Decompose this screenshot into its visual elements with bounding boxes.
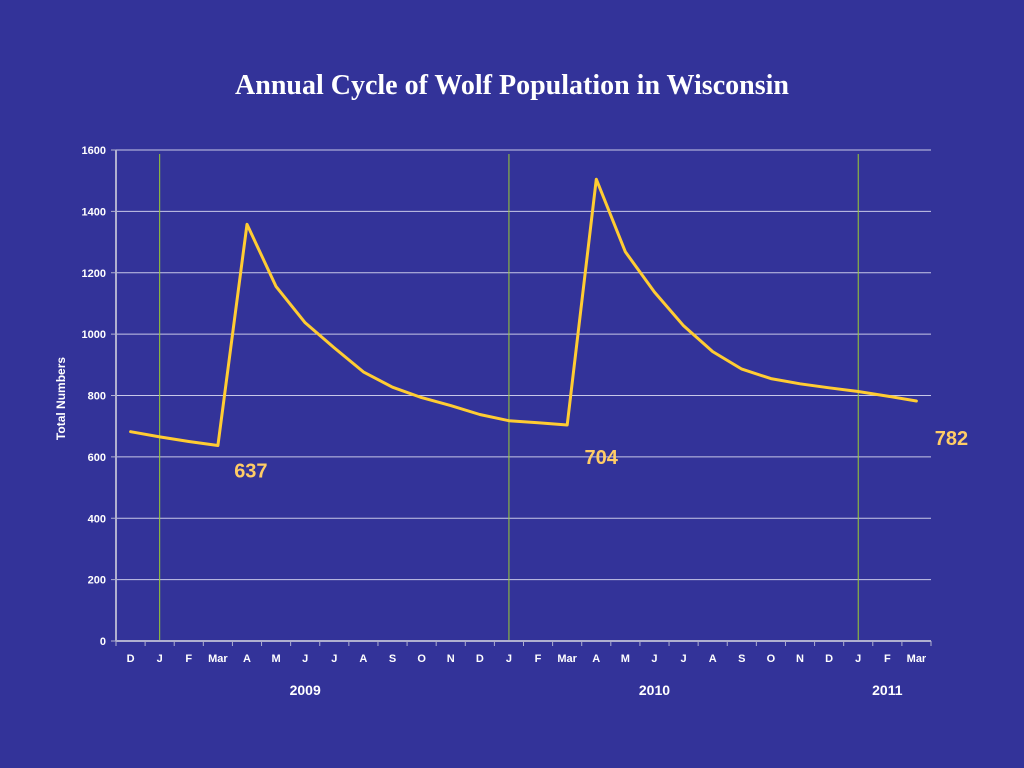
x-tick-label: Mar [557, 653, 577, 665]
data-annotation: 704 [584, 447, 618, 469]
year-label: 2011 [872, 682, 903, 698]
x-tick-label: F [884, 653, 891, 665]
x-tick-label: J [506, 653, 512, 665]
x-tick-label: A [359, 653, 367, 665]
y-tick-label: 200 [88, 575, 106, 587]
y-tick-label: 400 [88, 513, 106, 525]
x-tick-label: F [185, 653, 192, 665]
x-tick-label: J [302, 653, 308, 665]
x-tick-label: A [592, 653, 600, 665]
x-tick-label: J [331, 653, 337, 665]
x-tick-label: Mar [907, 653, 927, 665]
x-tick-label: M [621, 653, 630, 665]
y-tick-label: 1000 [82, 329, 106, 341]
x-tick-label: N [796, 653, 804, 665]
x-tick-label: O [417, 653, 426, 665]
year-label: 2010 [639, 682, 670, 698]
x-tick-label: S [389, 653, 396, 665]
y-tick-label: 600 [88, 452, 106, 464]
y-tick-label: 1600 [82, 145, 106, 157]
x-tick-label: D [476, 653, 484, 665]
x-tick-label: F [535, 653, 542, 665]
x-tick-label: Mar [208, 653, 228, 665]
year-label: 2009 [290, 682, 321, 698]
data-annotation: 637 [234, 461, 267, 483]
x-tick-label: N [447, 653, 455, 665]
x-tick-label: S [738, 653, 745, 665]
y-tick-label: 1400 [82, 206, 106, 218]
y-tick-label: 1200 [82, 268, 106, 280]
x-tick-label: J [651, 653, 657, 665]
x-tick-label: J [157, 653, 163, 665]
x-tick-label: J [681, 653, 687, 665]
y-tick-label: 800 [88, 391, 106, 403]
x-tick-label: M [272, 653, 281, 665]
x-tick-label: D [127, 653, 135, 665]
y-tick-label: 0 [100, 636, 106, 648]
x-tick-label: D [825, 653, 833, 665]
x-tick-label: O [767, 653, 776, 665]
x-tick-label: A [709, 653, 717, 665]
series-line [129, 177, 918, 447]
x-tick-label: J [855, 653, 861, 665]
x-tick-label: A [243, 653, 251, 665]
y-axis-label: Total Numbers [54, 357, 68, 440]
chart-title: Annual Cycle of Wolf Population in Wisco… [235, 70, 789, 101]
data-annotation: 782 [935, 428, 968, 450]
